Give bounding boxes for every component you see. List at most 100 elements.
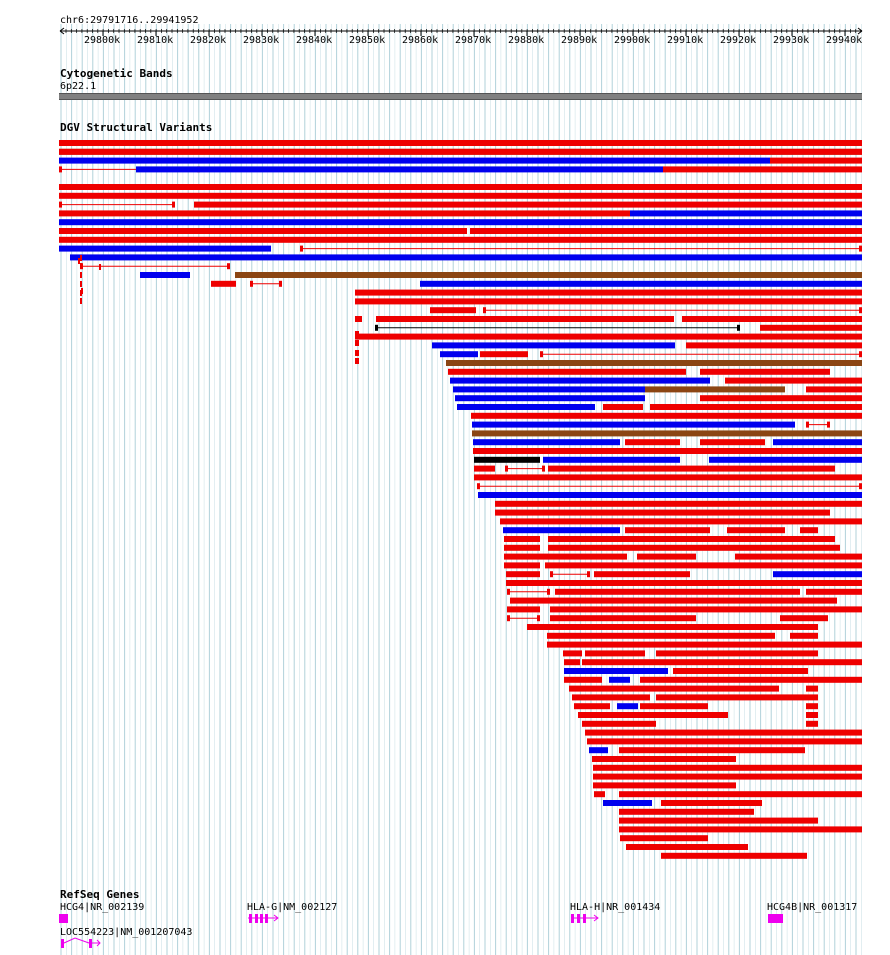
variant-bar[interactable] [806, 588, 862, 595]
variant-bar[interactable] [446, 360, 862, 366]
variant-bar[interactable] [790, 632, 818, 639]
variant-bar[interactable] [650, 404, 862, 410]
variant-bar[interactable] [59, 236, 862, 243]
variant-mark[interactable] [81, 288, 83, 294]
variant-bar[interactable] [626, 844, 748, 850]
variant-mark[interactable] [80, 272, 82, 278]
variant-bar[interactable] [656, 650, 818, 657]
variant-bar[interactable] [587, 738, 862, 745]
variant-bar[interactable] [473, 448, 862, 454]
variant-bar[interactable] [594, 791, 605, 798]
variant-block[interactable] [172, 201, 175, 208]
variant-mark[interactable] [99, 264, 101, 270]
variant-block[interactable] [537, 615, 540, 622]
variant-bar[interactable] [510, 597, 837, 604]
variant-mark[interactable] [80, 298, 82, 304]
variant-bar[interactable] [619, 747, 805, 754]
variant-bar[interactable] [550, 606, 862, 613]
variant-bar[interactable] [507, 606, 540, 613]
variant-bar[interactable] [806, 712, 818, 718]
variant-bar[interactable] [194, 201, 862, 208]
variant-bar[interactable] [593, 764, 862, 771]
variant-block[interactable] [587, 571, 590, 578]
variant-bar[interactable] [457, 404, 595, 410]
variant-block[interactable] [859, 483, 862, 490]
variant-block[interactable] [507, 588, 510, 595]
variant-bar[interactable] [773, 439, 862, 446]
variant-bar[interactable] [555, 588, 800, 595]
variant-block[interactable] [59, 166, 62, 173]
variant-bar[interactable] [780, 615, 828, 622]
variant-bar[interactable] [640, 676, 862, 683]
variant-bar[interactable] [585, 729, 862, 736]
variant-bar[interactable] [432, 342, 675, 349]
variant-bar[interactable] [547, 632, 775, 639]
variant-bar[interactable] [480, 351, 528, 358]
variant-bar[interactable] [806, 720, 818, 727]
variant-bar[interactable] [569, 685, 779, 692]
variant-bar[interactable] [806, 703, 818, 710]
gene-loc554223-exon[interactable] [89, 939, 92, 948]
variant-bar[interactable] [548, 465, 835, 472]
variant-bar[interactable] [376, 316, 674, 322]
variant-bar[interactable] [450, 377, 710, 384]
variant-bar[interactable] [686, 342, 862, 349]
variant-block[interactable] [279, 280, 282, 287]
variant-block[interactable] [300, 245, 303, 252]
variant-bar[interactable] [420, 280, 862, 287]
variant-bar[interactable] [455, 395, 645, 402]
variant-bar[interactable] [472, 430, 862, 437]
variant-mark[interactable] [80, 255, 82, 261]
variant-block[interactable] [550, 571, 553, 578]
variant-block[interactable] [547, 588, 550, 595]
variant-bar[interactable] [495, 500, 862, 507]
variant-bar[interactable] [59, 228, 467, 234]
variant-block[interactable] [483, 307, 486, 314]
variant-bar[interactable] [471, 412, 862, 419]
variant-bar[interactable] [59, 184, 862, 190]
variant-bar[interactable] [504, 553, 627, 560]
variant-bar[interactable] [543, 456, 680, 463]
variant-bar[interactable] [574, 703, 610, 710]
variant-bar[interactable] [609, 676, 630, 683]
variant-block[interactable] [859, 351, 862, 358]
variant-bar[interactable] [355, 289, 862, 296]
variant-block[interactable] [477, 483, 480, 490]
variant-bar[interactable] [582, 659, 862, 666]
variant-bar[interactable] [563, 650, 582, 657]
variant-block[interactable] [507, 615, 510, 622]
variant-bar[interactable] [645, 386, 785, 393]
variant-bar[interactable] [504, 544, 540, 551]
variant-bar[interactable] [473, 439, 620, 446]
variant-block[interactable] [542, 465, 545, 472]
variant-bar[interactable] [572, 694, 650, 701]
variant-bar[interactable] [700, 439, 765, 446]
variant-bar[interactable] [235, 272, 862, 278]
variant-bar[interactable] [673, 668, 808, 674]
variant-bar[interactable] [440, 351, 478, 358]
variant-bar[interactable] [625, 439, 680, 446]
variant-bar[interactable] [663, 166, 862, 173]
variant-bar[interactable] [448, 368, 686, 375]
variant-bar[interactable] [625, 527, 710, 534]
variant-bar[interactable] [59, 192, 862, 199]
variant-bar[interactable] [474, 465, 495, 472]
variant-bar[interactable] [140, 272, 190, 278]
variant-bar[interactable] [806, 386, 862, 393]
variant-bar[interactable] [472, 421, 795, 428]
variant-bar[interactable] [578, 712, 728, 718]
variant-mark[interactable] [80, 281, 82, 287]
variant-bar[interactable] [619, 808, 754, 815]
variant-bar[interactable] [603, 404, 643, 410]
variant-bar[interactable] [564, 668, 668, 674]
variant-bar[interactable] [430, 307, 476, 314]
variant-bar[interactable] [136, 166, 663, 173]
variant-bar[interactable] [735, 553, 862, 560]
variant-bar[interactable] [700, 368, 830, 375]
variant-block[interactable] [59, 201, 62, 208]
variant-bar[interactable] [355, 333, 862, 340]
gene-hcg4b-exon[interactable] [768, 914, 783, 923]
variant-bar[interactable] [59, 219, 862, 226]
variant-bar[interactable] [59, 140, 862, 146]
variant-bar[interactable] [709, 456, 862, 463]
